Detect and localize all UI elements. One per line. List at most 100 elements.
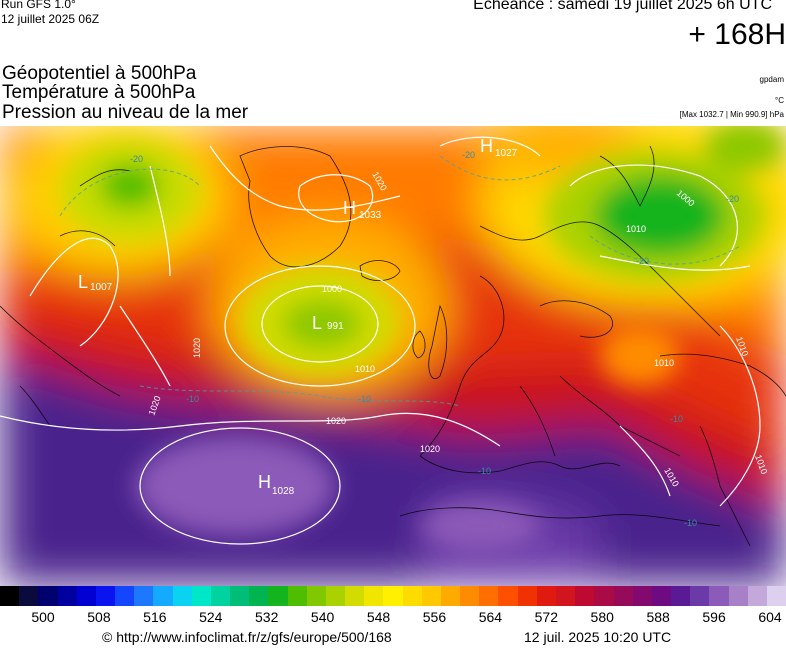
- color-swatch: [306, 586, 326, 606]
- color-swatch: [95, 586, 116, 606]
- high-center-value: 1028: [272, 486, 295, 497]
- scale-tick-label: 548: [366, 609, 391, 625]
- isobars: [0, 136, 761, 545]
- isobar-label: 1010: [626, 224, 646, 234]
- run-label: Run GFS 1.0°: [1, 0, 76, 11]
- color-swatch: [613, 586, 633, 606]
- color-swatch: [671, 586, 691, 606]
- valid-time: Echéance : samedi 19 juillet 2025 6h UTC: [473, 0, 772, 13]
- coastlines: [0, 145, 786, 547]
- high-center-symbol: H: [480, 136, 493, 156]
- color-swatch: [230, 586, 250, 606]
- low-center-symbol: L: [78, 272, 88, 292]
- color-swatch: [594, 586, 614, 606]
- scale-tick-label: 508: [87, 609, 111, 625]
- color-swatch: [191, 586, 211, 606]
- color-swatch: [766, 586, 786, 606]
- isobar-label: 1020: [420, 444, 440, 454]
- isobar-label: 1010: [654, 358, 674, 368]
- scale-tick-label: 580: [590, 609, 614, 625]
- color-swatch: [0, 586, 20, 606]
- color-swatch: [153, 586, 173, 606]
- temperature-lines: [59, 155, 741, 407]
- color-swatch: [747, 586, 767, 606]
- color-swatch: [19, 586, 39, 606]
- temperature-label: -10: [478, 466, 491, 476]
- temperature-label: -10: [684, 518, 697, 528]
- color-scale-ticks: 500 508 516 524 532 540 548 556 564 572 580 588 596 6…: [0, 609, 786, 625]
- isobar-label: 1020: [192, 338, 202, 358]
- color-swatch: [268, 586, 288, 606]
- copyright-link[interactable]: © http://www.infoclimat.fr/z/gfs/europe/…: [102, 629, 392, 645]
- scale-tick-label: 564: [478, 609, 503, 625]
- high-center-symbol: H: [343, 198, 356, 218]
- scale-tick-label: 572: [534, 609, 558, 625]
- scale-tick-label: 532: [255, 609, 279, 625]
- color-swatch: [345, 586, 365, 606]
- color-swatch: [728, 586, 748, 606]
- color-swatch: [249, 586, 269, 606]
- color-swatch: [690, 586, 710, 606]
- scale-tick-label: 604: [758, 609, 782, 625]
- temperature-label: -20: [130, 154, 143, 164]
- scale-tick-label: 540: [310, 609, 335, 625]
- color-swatch: [498, 586, 518, 606]
- lead-time: + 168H: [688, 18, 786, 51]
- color-swatch: [172, 586, 192, 606]
- color-swatch: [57, 586, 77, 606]
- color-swatch: [536, 586, 556, 606]
- scale-tick-label: 500: [31, 609, 55, 625]
- color-swatch: [421, 586, 441, 606]
- scale-tick-label: 524: [199, 609, 223, 625]
- temperature-label: -10: [670, 414, 683, 424]
- color-swatch: [460, 586, 480, 606]
- color-swatch: [287, 586, 307, 606]
- color-swatch: [440, 586, 461, 606]
- param-geopotential: Géopotentiel à 500hPa: [2, 63, 197, 84]
- color-swatch: [555, 586, 576, 606]
- color-swatch: [651, 586, 672, 606]
- scale-tick-label: 588: [646, 609, 670, 625]
- weather-map: H 1028 H 1033 H 1027 L 991 L 1007 1000 1010 1…: [0, 126, 786, 586]
- color-swatch: [210, 586, 231, 606]
- color-swatch: [709, 586, 729, 606]
- low-center-value: 991: [327, 321, 344, 332]
- high-center-value: 1027: [495, 148, 518, 159]
- color-swatch: [76, 586, 96, 606]
- color-swatch: [134, 586, 154, 606]
- color-swatch: [402, 586, 422, 606]
- temperature-label: -20: [462, 150, 475, 160]
- temperature-label: -10: [358, 394, 371, 404]
- scale-tick-label: 596: [702, 609, 726, 625]
- color-swatch: [479, 586, 499, 606]
- isobar-label: 1010: [355, 364, 375, 374]
- run-date: 12 juillet 2025 06Z: [1, 12, 100, 26]
- scale-tick-label: 516: [143, 609, 167, 625]
- color-swatch: [632, 586, 652, 606]
- color-swatch: [517, 586, 537, 606]
- low-center-value: 1007: [90, 282, 113, 293]
- isobar-label: 1000: [322, 284, 342, 294]
- param-temperature: Température à 500hPa: [2, 82, 196, 103]
- temperature-label: -20: [726, 194, 739, 204]
- high-center-value: 1033: [359, 210, 382, 221]
- color-swatch: [115, 586, 135, 606]
- temperature-label: -20: [636, 256, 649, 266]
- low-center-symbol: L: [312, 313, 322, 333]
- param-pressure: Pression au niveau de la mer: [2, 102, 249, 123]
- color-swatch: [38, 586, 58, 606]
- generated-time: 12 juil. 2025 10:20 UTC: [524, 629, 672, 645]
- color-scale: [0, 586, 786, 606]
- isobar-label: 1020: [326, 416, 346, 426]
- temperature-label: -10: [186, 394, 199, 404]
- high-center-symbol: H: [258, 472, 271, 492]
- unit-pressure-range: [Max 1032.7 | Min 990.9] hPa: [679, 110, 784, 119]
- color-swatch: [325, 586, 346, 606]
- scale-tick-label: 556: [422, 609, 447, 625]
- color-swatch: [575, 586, 595, 606]
- trough-cores: [60, 126, 785, 551]
- color-swatch: [383, 586, 403, 606]
- unit-celsius: °C: [775, 96, 784, 105]
- color-swatch: [364, 586, 384, 606]
- unit-gpdam: gpdam: [759, 75, 784, 84]
